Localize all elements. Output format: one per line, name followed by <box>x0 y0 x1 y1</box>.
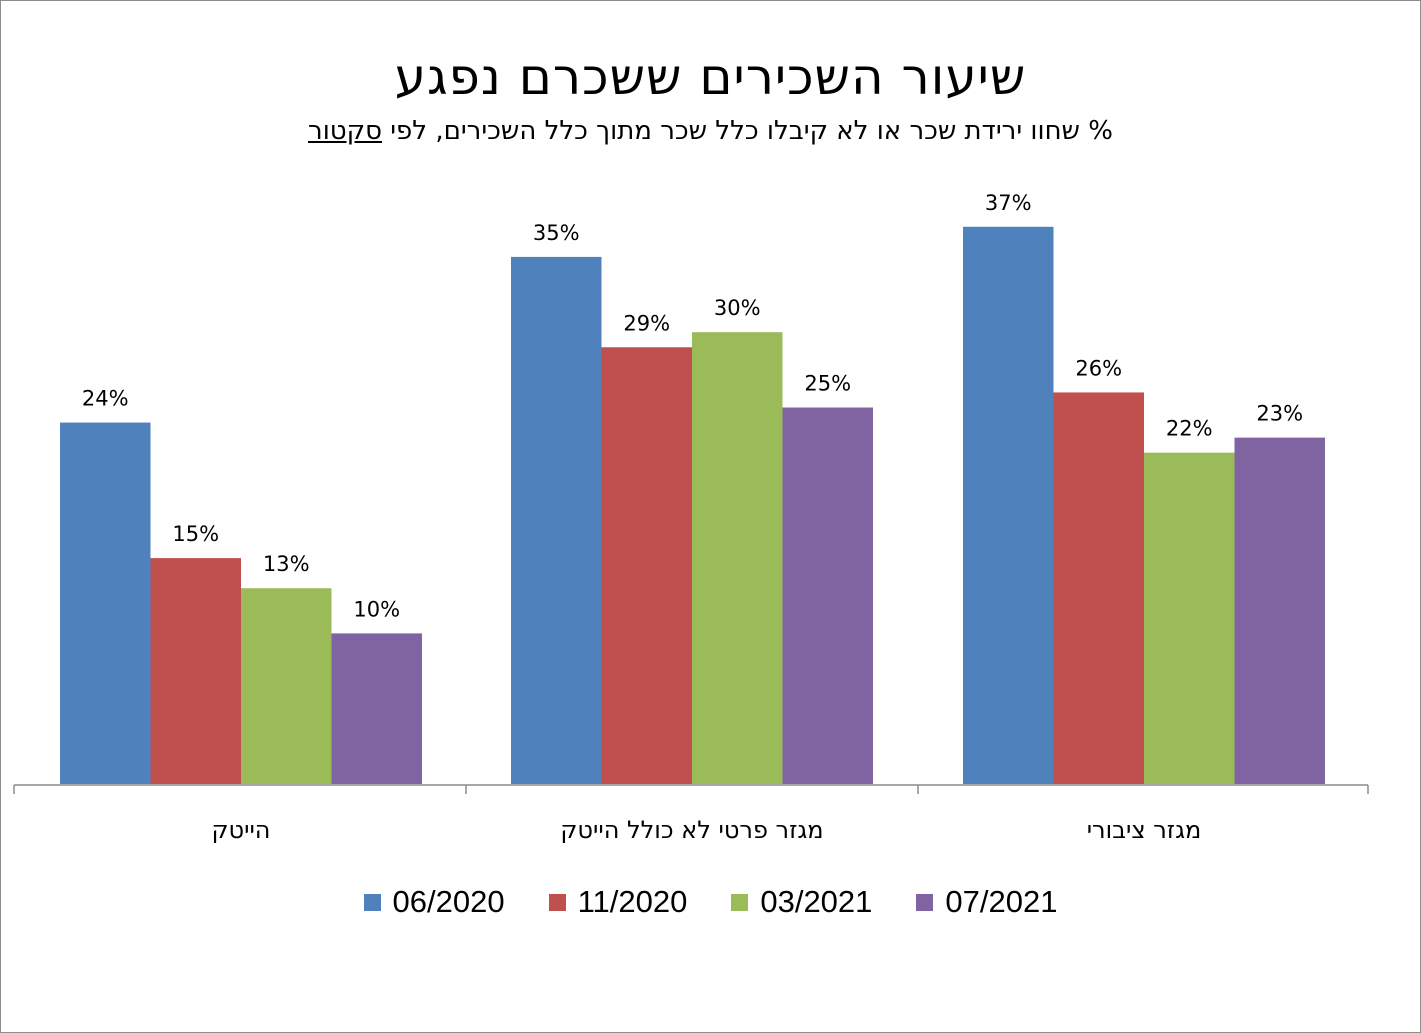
bar <box>331 633 422 784</box>
bar <box>241 588 332 784</box>
bar <box>511 256 602 784</box>
bar <box>1144 452 1235 784</box>
bar <box>782 407 873 784</box>
subtitle-text: % שחוו ירידת שכר או לא קיבלו כלל שכר מתו… <box>381 116 1113 146</box>
data-label: 37% <box>985 191 1032 215</box>
legend-swatch <box>548 893 566 911</box>
bar <box>692 332 783 784</box>
chart-subtitle: % שחוו ירידת שכר או לא קיבלו כלל שכר מתו… <box>0 116 1421 146</box>
data-label: 29% <box>623 311 670 335</box>
data-label: 35% <box>533 221 580 245</box>
data-label: 25% <box>804 372 851 396</box>
data-label: 22% <box>1166 417 1213 441</box>
legend-label: 06/2020 <box>392 884 505 919</box>
data-label: 24% <box>82 387 129 411</box>
data-label: 10% <box>353 597 400 621</box>
x-tick-label: הייטק <box>211 816 270 844</box>
legend-item: 03/2021 <box>731 884 872 920</box>
bar <box>1234 437 1325 784</box>
data-label: 13% <box>263 552 310 576</box>
legend-item: 06/2020 <box>363 884 505 920</box>
data-label: 26% <box>1075 356 1122 380</box>
bar <box>963 226 1054 784</box>
legend-item: 11/2020 <box>548 884 688 920</box>
legend-label: 07/2021 <box>945 884 1058 919</box>
data-label: 30% <box>714 296 761 320</box>
data-label: 23% <box>1256 402 1303 426</box>
bar <box>601 347 692 784</box>
data-label: 15% <box>172 522 219 546</box>
legend-item: 07/2021 <box>916 884 1057 920</box>
chart-legend: 06/2020 11/2020 03/2021 07/2021 <box>0 884 1421 920</box>
chart-title: שיעור השכירים ששכרם נפגע <box>394 48 1027 106</box>
legend-swatch <box>916 893 934 911</box>
legend-swatch <box>731 893 749 911</box>
bar <box>60 422 151 784</box>
subtitle-underlined: סקטור <box>308 116 382 146</box>
x-tick-label: מגזר פרטי לא כולל הייטק <box>560 816 823 844</box>
legend-swatch <box>363 893 381 911</box>
legend-label: 11/2020 <box>577 884 688 919</box>
x-tick-label: מגזר ציבורי <box>1087 816 1202 844</box>
legend-label: 03/2021 <box>760 884 873 919</box>
bar <box>150 558 241 784</box>
bar <box>1053 392 1144 784</box>
